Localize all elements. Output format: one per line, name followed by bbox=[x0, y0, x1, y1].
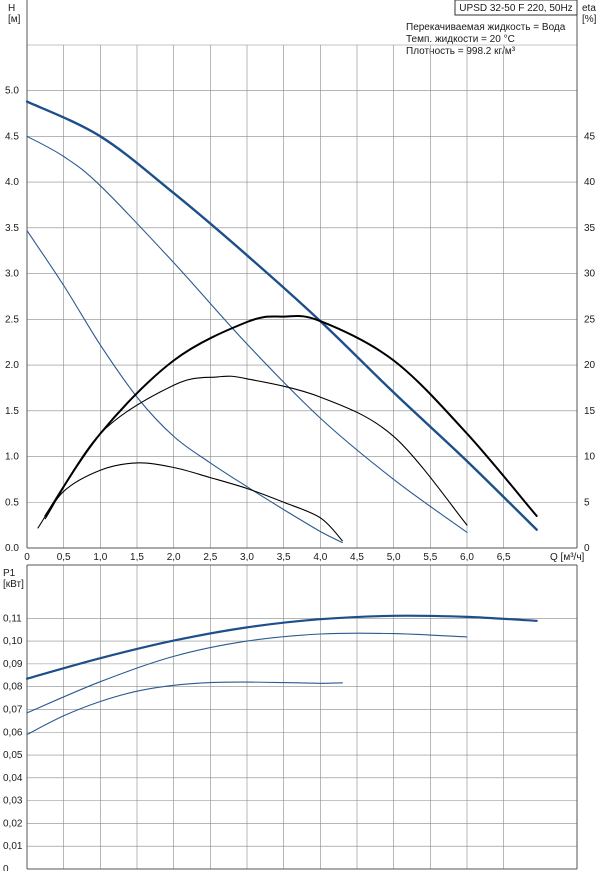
eta-tick-label: 30 bbox=[584, 269, 596, 280]
h-tick-label: 4.5 bbox=[5, 131, 19, 142]
eta-axis-label: eta [%] bbox=[582, 3, 596, 25]
x-tick-label: 3,0 bbox=[240, 552, 254, 563]
power-curve-2 bbox=[26, 632, 468, 714]
p1-axis-label: P1 [кВт] bbox=[3, 568, 24, 590]
p1-tick-label: 0,04 bbox=[3, 773, 23, 784]
power-curve-1 bbox=[25, 614, 538, 680]
title-box bbox=[454, 0, 578, 16]
x-tick-label: 2,0 bbox=[167, 552, 181, 563]
h-axis-label-line2: [м] bbox=[8, 14, 21, 25]
legend-line-density: Плотность = 998.2 кг/м³ bbox=[406, 46, 516, 57]
p1-tick-label: 0,01 bbox=[3, 841, 23, 852]
chart-title: UPSD 32-50 F 220, 50Hz bbox=[459, 3, 572, 14]
eta-tick-label: 40 bbox=[584, 177, 596, 188]
legend-line-temp: Темп. жидкости = 20 °C bbox=[406, 34, 515, 45]
h-tick-label: 3.0 bbox=[5, 269, 19, 280]
eta-tick-label: 25 bbox=[584, 314, 596, 325]
legend-line-fluid: Перекачиваемая жидкость = Вода bbox=[406, 22, 566, 33]
p1-tick-label: 0,10 bbox=[3, 636, 23, 647]
p1-tick-label: 0,02 bbox=[3, 818, 23, 829]
efficiency-curve-6 bbox=[37, 462, 343, 542]
x-tick-label: 0,5 bbox=[57, 552, 71, 563]
x-tick-label: 1,5 bbox=[130, 552, 144, 563]
h-tick-label: 2.5 bbox=[5, 314, 19, 325]
h-tick-label: 2.0 bbox=[5, 360, 19, 371]
x-tick-label: 4,5 bbox=[350, 552, 364, 563]
p1-tick-label: 0,08 bbox=[3, 682, 23, 693]
h-tick-label: 0.0 bbox=[5, 543, 19, 554]
efficiency-curve-4 bbox=[44, 315, 538, 517]
p1-tick-label: 0,09 bbox=[3, 659, 23, 670]
h-tick-label: 0.5 bbox=[5, 497, 19, 508]
x-tick-label: 5,0 bbox=[387, 552, 401, 563]
h-tick-label: 4.0 bbox=[5, 177, 19, 188]
p1-tick-label: 0,07 bbox=[3, 704, 23, 715]
grid bbox=[27, 44, 577, 869]
x-tick-label: 2,5 bbox=[203, 552, 217, 563]
h-tick-label: 1.0 bbox=[5, 452, 19, 463]
x-tick-label: 5,5 bbox=[423, 552, 437, 563]
p1-tick-label: 0 bbox=[3, 864, 9, 871]
h-axis-label: H [м] bbox=[8, 3, 21, 25]
h-axis-label-line1: H bbox=[8, 3, 15, 14]
eta-axis-label-line2: [%] bbox=[582, 14, 596, 25]
curves bbox=[25, 100, 538, 736]
p1-tick-label: 0,06 bbox=[3, 727, 23, 738]
eta-tick-label: 15 bbox=[584, 406, 596, 417]
axes bbox=[26, 0, 578, 870]
p1-tick-label: 0,11 bbox=[3, 613, 22, 624]
eta-tick-label: 0 bbox=[584, 543, 590, 554]
x-tick-label: 1,0 bbox=[93, 552, 107, 563]
eta-tick-label: 45 bbox=[584, 131, 596, 142]
h-tick-label: 3.5 bbox=[5, 223, 19, 234]
p1-axis-label-line1: P1 bbox=[3, 568, 16, 579]
x-tick-label: 6,0 bbox=[460, 552, 474, 563]
x-tick-label: 4,0 bbox=[313, 552, 327, 563]
x-tick-label: 0 bbox=[24, 552, 30, 563]
head-curve-3 bbox=[26, 230, 343, 544]
eta-tick-label: 20 bbox=[584, 360, 596, 371]
eta-tick-label: 5 bbox=[584, 497, 590, 508]
h-tick-label: 1.5 bbox=[5, 406, 19, 417]
head-curve-2 bbox=[26, 135, 468, 533]
p1-axis-label-line2: [кВт] bbox=[3, 579, 24, 590]
tick-labels: 0 0,5 1,0 1,5 2,0 2,5 3,0 3,5 4,0 4,5 5,0 5,5 6,0 6,5… bbox=[3, 86, 596, 871]
x-tick-label: 6,5 bbox=[497, 552, 511, 563]
p1-tick-label: 0,03 bbox=[3, 796, 23, 807]
efficiency-curve-5 bbox=[44, 375, 468, 526]
head-curve-1 bbox=[25, 100, 538, 531]
q-axis-label: Q [м³/ч] bbox=[550, 552, 585, 563]
x-tick-label: 3,5 bbox=[277, 552, 291, 563]
h-tick-label: 5.0 bbox=[5, 86, 19, 97]
eta-tick-label: 10 bbox=[584, 452, 596, 463]
p1-tick-label: 0,05 bbox=[3, 750, 23, 761]
eta-axis-label-line1: eta bbox=[582, 3, 596, 14]
power-curve-3 bbox=[26, 681, 343, 736]
eta-tick-label: 35 bbox=[584, 223, 596, 234]
